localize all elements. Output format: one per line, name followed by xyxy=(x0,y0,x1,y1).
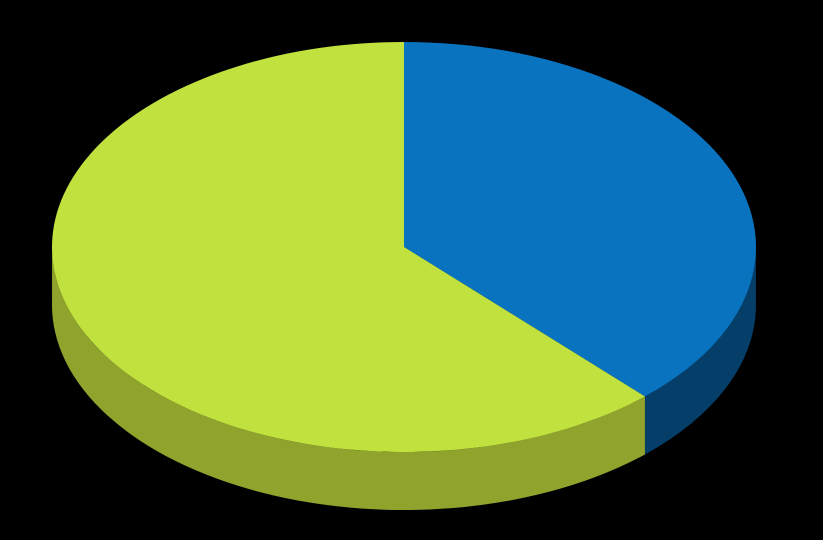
pie-svg xyxy=(0,0,823,540)
pie-chart-3d xyxy=(0,0,823,540)
